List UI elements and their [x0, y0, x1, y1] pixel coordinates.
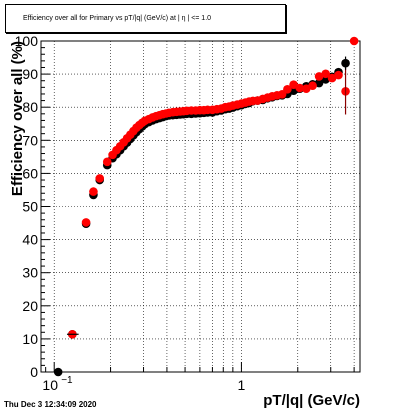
y-tick-label: 60	[22, 165, 38, 181]
y-tick-label: 50	[22, 199, 38, 215]
red-series-point	[314, 72, 324, 81]
x-axis-label: pT/|q| (GeV/c)	[263, 392, 360, 409]
y-axis-label: Efficiency over all (%)	[9, 41, 26, 196]
red-series-point	[308, 81, 317, 90]
chart-title: Efficiency over all for Primary vs pT/|q…	[5, 4, 286, 33]
red-series-point	[321, 69, 331, 79]
y-tick-label: 90	[22, 66, 38, 82]
y-tick-label: 80	[22, 99, 38, 115]
timestamp-footer: Thu Dec 3 12:34:09 2020	[4, 400, 97, 409]
y-tick-label: 70	[22, 132, 38, 148]
red-series-point	[283, 85, 292, 94]
y-tick-label: 0	[30, 364, 38, 380]
red-series-point	[349, 36, 359, 46]
red-series-point	[334, 70, 343, 80]
red-series-point	[295, 83, 305, 93]
y-tick-label: 30	[22, 265, 38, 281]
red-series-point	[327, 73, 337, 83]
black-series-point	[53, 367, 63, 377]
red-series-point	[102, 157, 112, 167]
y-tick-label: 10	[22, 331, 38, 347]
red-series-point	[89, 187, 98, 196]
y-tick-label: 40	[22, 232, 38, 248]
y-tick-label: 100	[15, 33, 39, 49]
y-tick-label: 20	[22, 298, 38, 314]
x-tick-exponent: −1	[61, 375, 73, 386]
black-series-point	[314, 78, 324, 88]
x-tick-label: 10	[42, 377, 58, 393]
red-series-point	[95, 174, 105, 183]
red-series-point	[81, 218, 91, 227]
x-tick-label: 1	[238, 377, 246, 393]
